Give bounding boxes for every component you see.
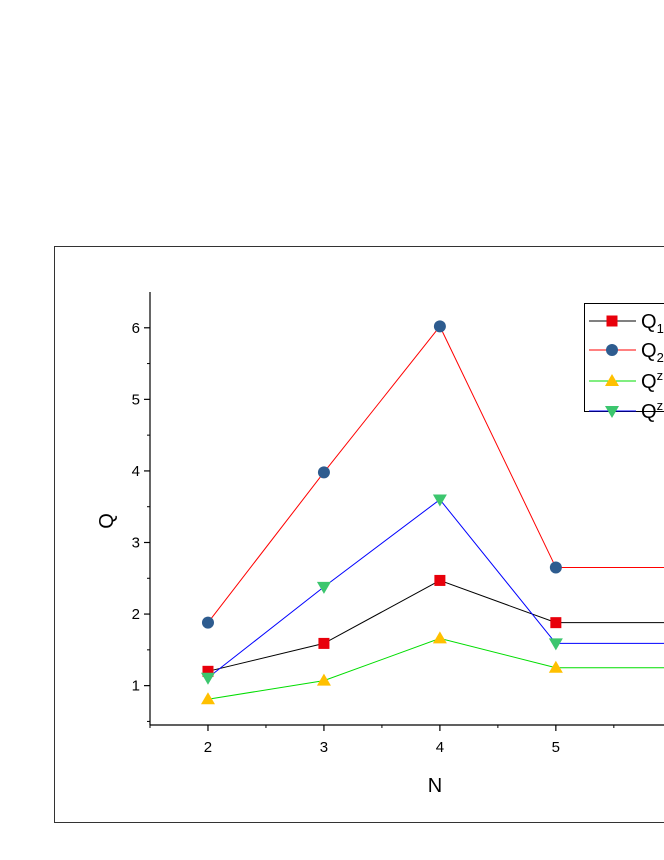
data-point-marker bbox=[549, 561, 562, 574]
x-tick-label: 2 bbox=[204, 739, 212, 756]
legend-marker bbox=[605, 406, 619, 418]
y-tick-label: 4 bbox=[132, 463, 140, 480]
legend-entry: Q2 bbox=[589, 340, 664, 365]
data-point-marker bbox=[548, 660, 563, 673]
legend-label: Q2 bbox=[641, 340, 664, 365]
data-point-marker bbox=[316, 673, 331, 686]
legend-label: Qz bbox=[641, 368, 663, 393]
legend-entry: Qz bbox=[589, 398, 663, 423]
series-3 bbox=[200, 631, 664, 705]
data-point-marker bbox=[317, 466, 330, 479]
y-tick-label: 6 bbox=[132, 320, 140, 337]
chart-frame bbox=[54, 246, 664, 823]
series-1 bbox=[202, 574, 664, 677]
y-tick-label: 1 bbox=[132, 678, 140, 695]
data-point-marker bbox=[434, 574, 446, 586]
series-4 bbox=[200, 494, 664, 685]
series-2 bbox=[201, 320, 664, 629]
data-point-marker bbox=[548, 638, 563, 651]
series-layer bbox=[200, 320, 664, 705]
y-axis-title: Q bbox=[96, 513, 118, 529]
data-point-marker bbox=[318, 637, 330, 649]
data-point-marker bbox=[433, 320, 446, 333]
x-tick-label: 4 bbox=[436, 739, 444, 756]
data-point-marker bbox=[200, 672, 215, 685]
data-point-marker bbox=[550, 617, 562, 629]
data-point-marker bbox=[200, 692, 215, 705]
data-point-marker bbox=[432, 494, 447, 507]
y-tick-label: 3 bbox=[132, 534, 140, 551]
legend-label: Q1 bbox=[641, 311, 664, 336]
x-tick-label: 3 bbox=[320, 739, 328, 756]
y-tick-label: 5 bbox=[132, 391, 140, 408]
legend-marker bbox=[606, 344, 618, 356]
legend-entry: Q1 bbox=[589, 311, 664, 336]
y-tick-label: 2 bbox=[132, 606, 140, 623]
legend-marker bbox=[606, 315, 618, 327]
x-axis-title: N bbox=[428, 775, 442, 797]
data-point-marker bbox=[432, 631, 447, 644]
legend-entry: Qz bbox=[589, 368, 663, 393]
data-point-marker bbox=[201, 616, 214, 629]
legend-label: Qz bbox=[641, 398, 663, 423]
legend-marker bbox=[605, 374, 619, 386]
data-point-marker bbox=[202, 665, 214, 677]
axes: 12345623456 bbox=[132, 292, 664, 756]
legend: Q1 Q2 Qz Qz bbox=[584, 303, 664, 423]
x-tick-label: 5 bbox=[552, 739, 560, 756]
data-point-marker bbox=[316, 581, 331, 594]
